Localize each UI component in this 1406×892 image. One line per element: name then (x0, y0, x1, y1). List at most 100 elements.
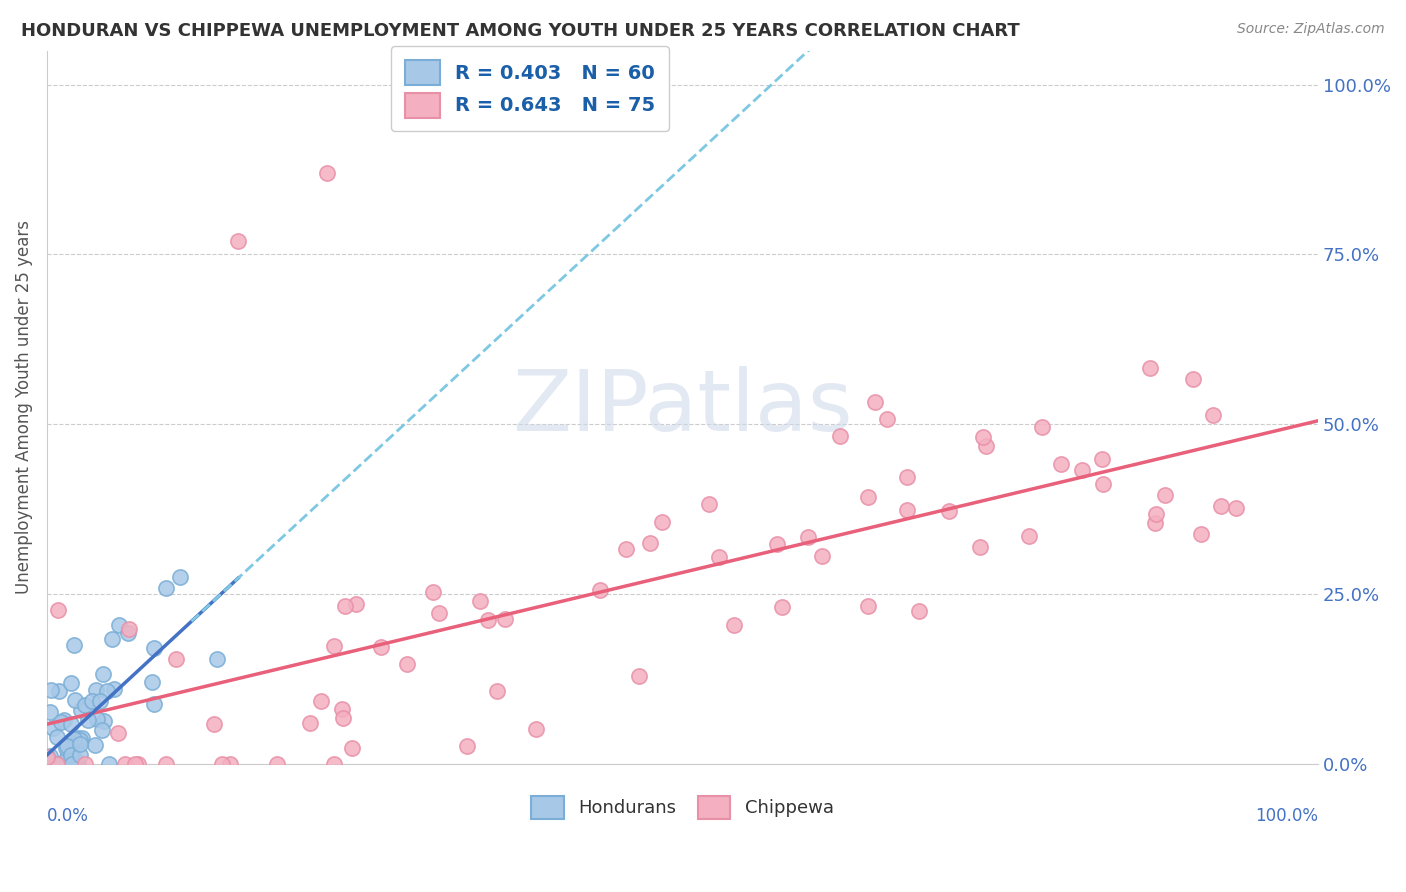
Point (69, 737, 91, 751)
Point (1018, 528, 1040, 542)
Point (73, 698, 96, 712)
Point (969, 540, 991, 554)
Point (972, 430, 994, 444)
Point (155, 756, 177, 771)
Point (66, 756, 89, 771)
Point (60, 717, 83, 731)
Point (124, 756, 146, 771)
Point (46, 602, 69, 616)
Point (56, 749, 79, 764)
Point (1225, 500, 1247, 515)
Point (1144, 516, 1167, 531)
Point (55, 741, 77, 756)
Point (165, 652, 187, 666)
Point (322, 639, 344, 653)
Point (1092, 476, 1115, 491)
Point (396, 657, 419, 671)
Point (422, 585, 444, 599)
Point (63, 693, 86, 707)
Point (766, 537, 789, 551)
Point (63, 639, 86, 653)
Point (108, 618, 131, 632)
Point (35, 749, 58, 764)
Point (46, 756, 69, 771)
Point (628, 669, 651, 683)
Point (83, 739, 105, 753)
Point (1182, 372, 1205, 386)
Point (39, 705, 62, 719)
Point (46, 756, 69, 771)
Point (39, 756, 62, 771)
Point (114, 756, 136, 771)
Point (86, 712, 108, 726)
Point (697, 497, 720, 511)
Point (896, 503, 918, 517)
Text: HONDURAN VS CHIPPEWA UNEMPLOYMENT AMONG YOUTH UNDER 25 YEARS CORRELATION CHART: HONDURAN VS CHIPPEWA UNEMPLOYMENT AMONG … (21, 22, 1019, 40)
Point (52, 714, 75, 728)
Point (219, 756, 242, 771)
Point (107, 726, 129, 740)
Text: ZIPatlas: ZIPatlas (512, 366, 853, 449)
Point (39, 682, 62, 697)
Text: Source: ZipAtlas.com: Source: ZipAtlas.com (1237, 22, 1385, 37)
Point (70, 703, 93, 717)
Point (876, 412, 898, 426)
Point (142, 640, 165, 655)
Point (1071, 463, 1094, 477)
Y-axis label: Unemployment Among Youth under 25 years: Unemployment Among Youth under 25 years (15, 220, 32, 594)
Point (56, 745, 79, 759)
Point (211, 756, 233, 771)
Point (1050, 457, 1073, 471)
Point (59, 675, 82, 690)
Point (141, 674, 163, 689)
Point (938, 504, 960, 518)
Point (810, 549, 832, 563)
Point (202, 717, 225, 731)
Point (322, 756, 344, 771)
Point (865, 395, 887, 409)
Point (142, 697, 165, 711)
Point (37, 756, 59, 771)
Point (76, 713, 98, 727)
Point (62, 731, 84, 746)
Point (1189, 527, 1212, 541)
Point (59, 747, 82, 762)
Point (69, 748, 91, 763)
Point (1091, 452, 1114, 467)
Point (35, 750, 58, 764)
Point (84, 682, 107, 697)
Point (97, 756, 120, 771)
Point (118, 622, 141, 636)
Point (299, 716, 322, 731)
Point (80, 694, 103, 708)
Point (96, 683, 118, 698)
Point (332, 711, 354, 725)
Point (101, 632, 124, 646)
Point (1202, 408, 1225, 422)
Point (60, 756, 83, 771)
Point (169, 570, 191, 584)
Point (226, 234, 249, 248)
Point (89, 693, 111, 707)
Point (330, 702, 353, 716)
Point (49, 756, 72, 771)
Point (127, 756, 149, 771)
Point (638, 536, 661, 550)
Point (342, 740, 364, 755)
Point (524, 722, 547, 736)
Point (90, 723, 112, 737)
Point (62, 738, 84, 752)
Point (72, 731, 94, 746)
Point (896, 470, 918, 484)
Point (1154, 488, 1177, 502)
Point (856, 490, 879, 504)
Point (75, 756, 97, 771)
Point (62, 756, 84, 771)
Point (723, 618, 745, 632)
Point (205, 652, 228, 666)
Point (858, 599, 880, 613)
Point (427, 607, 450, 621)
Point (616, 541, 638, 556)
Point (974, 439, 997, 453)
Text: 0.0%: 0.0% (46, 806, 89, 824)
